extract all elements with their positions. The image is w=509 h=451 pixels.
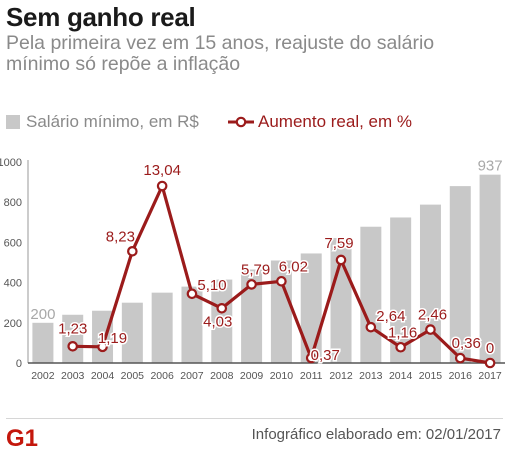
x-tick-label-2016: 2016 — [449, 370, 473, 382]
line-label-2009: 5,79 — [241, 261, 270, 278]
bar-2014 — [390, 217, 412, 363]
line-label-2013: 2,64 — [376, 308, 405, 325]
y-tick-label: 600 — [4, 237, 22, 249]
bar-2016 — [449, 186, 471, 363]
bar-2005 — [121, 302, 143, 363]
g1-logo: G1 — [6, 425, 38, 449]
bar-2008 — [211, 279, 233, 363]
bar-2013 — [360, 226, 382, 363]
bar-2006 — [151, 292, 173, 363]
line-label-2003: 1,23 — [58, 320, 87, 337]
line-label-2007: 5,10 — [197, 277, 226, 294]
line-label-2017: 0 — [486, 340, 494, 357]
line-label-2016: 0,36 — [452, 335, 481, 352]
x-tick-label-2013: 2013 — [359, 370, 383, 382]
credit-text: Infográfico elaborado em: 02/01/2017 — [251, 426, 501, 443]
line-label-2005: 8,23 — [106, 228, 135, 245]
x-tick-label-2004: 2004 — [91, 370, 115, 382]
line-point-2009 — [246, 279, 257, 290]
bar-2003 — [62, 314, 84, 363]
line-label-2004: 1,19 — [98, 330, 127, 347]
chart-subtitle: Pela primeira vez em 15 anos, reajuste d… — [6, 32, 435, 75]
bar-label-2017: 937 — [478, 158, 503, 175]
bar-2017 — [479, 174, 501, 363]
line-label-2014: 1,16 — [388, 324, 417, 341]
x-tick-label-2014: 2014 — [389, 370, 413, 382]
x-tick-label-2017: 2017 — [478, 370, 502, 382]
x-tick-label-2002: 2002 — [31, 370, 55, 382]
line-point-2017 — [484, 357, 496, 369]
y-tick-label: 200 — [4, 318, 22, 330]
x-tick-label-2007: 2007 — [180, 370, 204, 382]
x-tick-label-2011: 2011 — [300, 370, 323, 382]
y-tick-label: 0 — [16, 358, 22, 370]
line-point-2015 — [425, 324, 436, 335]
x-tick-label-2008: 2008 — [210, 370, 234, 382]
bar-2002 — [32, 322, 54, 363]
line-label-2010: 6,02 — [279, 258, 308, 275]
line-label-2008: 4,03 — [203, 313, 232, 330]
bar-label-2002: 200 — [30, 306, 55, 323]
line-point-2016 — [454, 352, 466, 364]
line-label-2015: 2,46 — [418, 307, 447, 324]
x-tick-label-2010: 2010 — [270, 370, 294, 382]
line-point-2011 — [305, 352, 317, 364]
legend-bar-swatch — [6, 115, 20, 129]
line-point-2003 — [67, 341, 79, 352]
line-label-2006: 13,04 — [143, 162, 181, 179]
line-point-2004 — [97, 341, 108, 353]
line-point-2013 — [365, 321, 377, 333]
x-tick-label-2009: 2009 — [240, 370, 264, 382]
legend-line-label: Aumento real, em % — [258, 112, 413, 131]
chart-plot: 0 200 400 600 800 1000 200 937 2002 2003 2004 2005 2… — [0, 157, 505, 382]
line-point-2008 — [216, 302, 228, 314]
line-point-2010 — [276, 275, 287, 287]
x-tick-label-2005: 2005 — [121, 370, 145, 382]
line-point-2006 — [156, 180, 168, 192]
line-point-2012 — [335, 254, 347, 266]
bar-2004 — [92, 310, 114, 363]
bar-2015 — [419, 204, 441, 363]
bar-2009 — [241, 269, 263, 363]
line-label-2012: 7,59 — [324, 235, 353, 252]
y-tick-label: 800 — [4, 197, 22, 209]
x-tick-label-2003: 2003 — [61, 370, 85, 382]
line-point-2007 — [186, 288, 198, 300]
y-tick-label: 1000 — [0, 157, 22, 169]
x-tick-label-2015: 2015 — [419, 370, 443, 382]
footer-divider — [6, 418, 503, 419]
x-tick-label-2006: 2006 — [150, 370, 174, 382]
chart-title: Sem ganho real — [6, 2, 196, 32]
legend-line-swatch — [228, 116, 254, 128]
x-tick-label-2012: 2012 — [329, 370, 353, 382]
bar-2010 — [270, 260, 292, 363]
line-point-2005 — [127, 245, 138, 257]
line-label-2011: 0,37 — [311, 347, 340, 364]
y-tick-label: 400 — [4, 278, 22, 290]
line-point-2014 — [395, 341, 406, 353]
bar-2007 — [181, 286, 203, 363]
g1-logo-text: G1 — [6, 425, 38, 449]
legend-bar-label: Salário mínimo, em R$ — [26, 112, 199, 131]
